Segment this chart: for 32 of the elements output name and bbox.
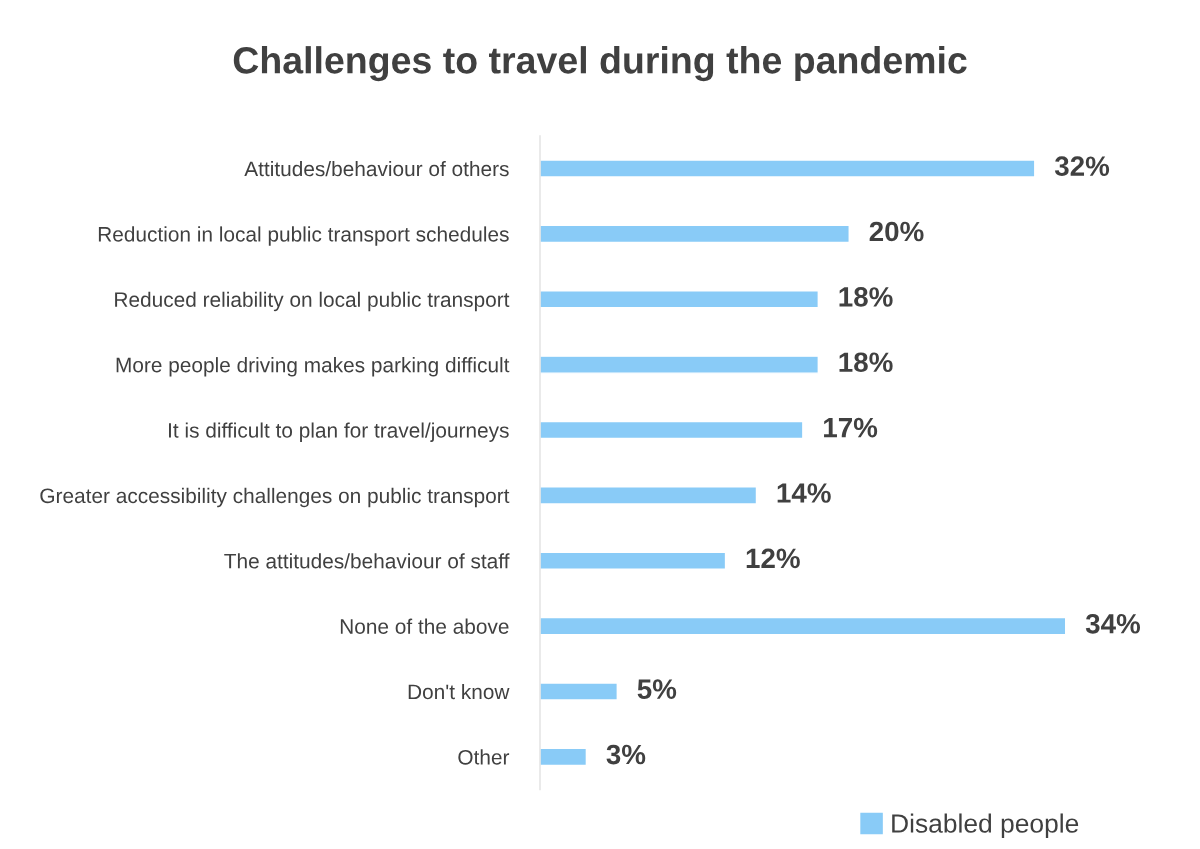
bar xyxy=(540,420,804,440)
y-tick-label: Reduced reliability on local public transport xyxy=(115,291,510,312)
chart-title: Challenges to travel during the pandemic xyxy=(233,46,967,82)
y-tick-label: Don't know xyxy=(408,683,510,700)
bar xyxy=(540,551,727,570)
bar xyxy=(540,355,820,374)
data-label: 18% xyxy=(839,287,893,307)
bar xyxy=(540,682,619,701)
data-label: 17% xyxy=(824,417,878,438)
y-tick-label: Greater accessibility challenges on public transport xyxy=(40,487,510,508)
y-tick-label: It is difficult to plan for travel/journeys xyxy=(169,422,509,442)
legend-label: Disabled people xyxy=(892,813,1079,839)
bar xyxy=(540,747,588,767)
data-label: 18% xyxy=(839,352,893,373)
data-label: 14% xyxy=(777,483,831,503)
data-label: 5% xyxy=(637,679,677,699)
bar xyxy=(540,290,820,309)
data-label: 3% xyxy=(606,744,646,765)
bar xyxy=(540,159,1036,178)
bar xyxy=(540,224,850,244)
bar xyxy=(540,486,758,505)
y-tick-label: Other xyxy=(458,749,510,765)
data-label: 12% xyxy=(746,548,800,569)
data-label: 20% xyxy=(869,221,924,242)
data-label: 32% xyxy=(1054,156,1110,177)
y-tick-label: The attitudes/behaviour of staff xyxy=(224,553,510,569)
y-tick-label: Attitudes/behaviour of others xyxy=(244,160,509,177)
bar xyxy=(540,616,1067,636)
y-tick-label: Reduction in local public transport schedules xyxy=(98,226,509,246)
y-tick-label: More people driving makes parking difficult xyxy=(116,357,510,377)
data-label: 34% xyxy=(1085,613,1141,634)
y-tick-label: None of the above xyxy=(340,618,509,634)
